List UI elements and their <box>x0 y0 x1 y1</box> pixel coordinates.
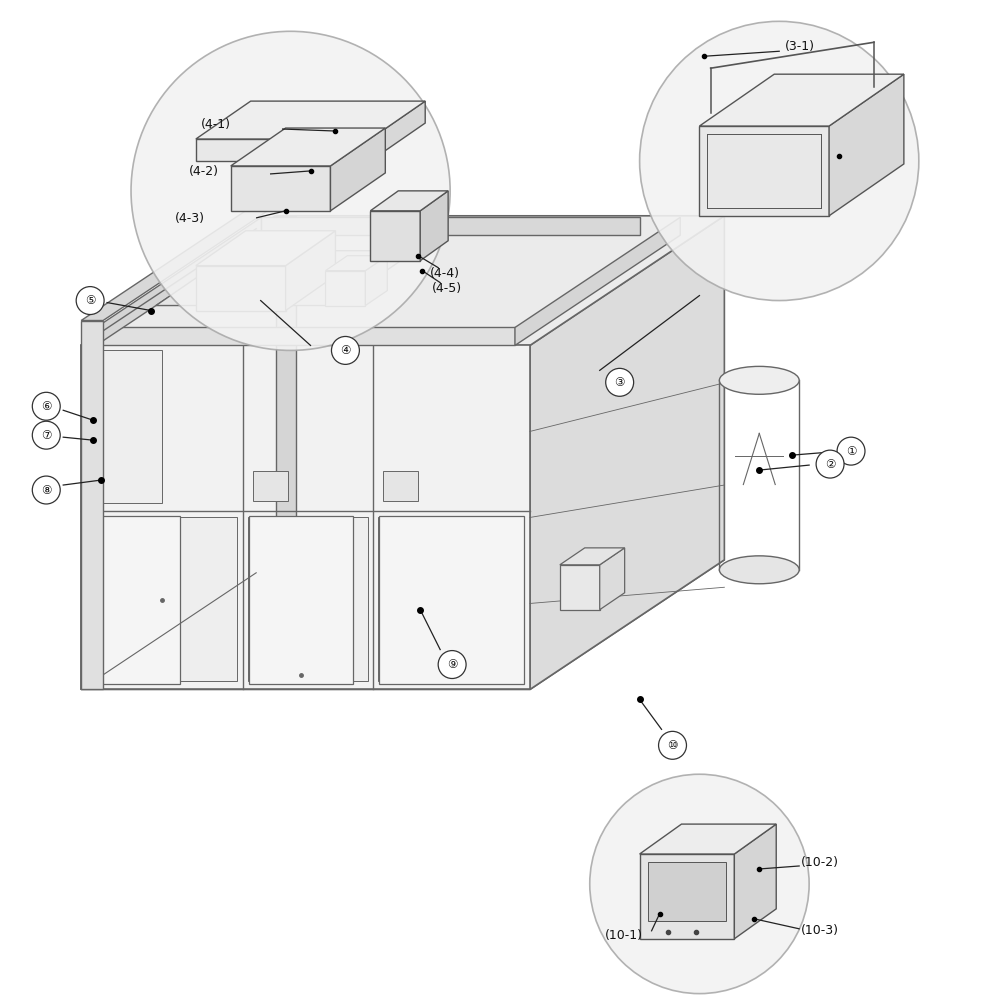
Text: ②: ② <box>825 458 835 471</box>
Text: (4-4): (4-4) <box>431 267 461 280</box>
Polygon shape <box>248 517 368 681</box>
Ellipse shape <box>719 366 799 394</box>
Polygon shape <box>699 126 829 216</box>
Text: (10-1): (10-1) <box>604 929 642 942</box>
Polygon shape <box>96 327 514 345</box>
Polygon shape <box>286 231 336 311</box>
Polygon shape <box>81 345 529 689</box>
Polygon shape <box>559 548 624 565</box>
Text: (4-5): (4-5) <box>433 282 463 295</box>
Circle shape <box>816 450 844 478</box>
Text: ⑩: ⑩ <box>667 739 677 752</box>
Circle shape <box>658 731 686 759</box>
Polygon shape <box>231 128 386 166</box>
Polygon shape <box>89 516 180 684</box>
Circle shape <box>589 774 809 994</box>
Circle shape <box>32 392 60 420</box>
Polygon shape <box>96 217 262 345</box>
Polygon shape <box>699 74 904 126</box>
Polygon shape <box>249 516 354 684</box>
Polygon shape <box>81 216 724 345</box>
Text: ①: ① <box>846 445 856 458</box>
Polygon shape <box>81 321 103 689</box>
Polygon shape <box>371 101 426 161</box>
Polygon shape <box>383 471 418 501</box>
Text: (3-1): (3-1) <box>785 40 815 53</box>
Polygon shape <box>371 191 449 211</box>
Polygon shape <box>196 101 426 139</box>
Polygon shape <box>421 191 449 261</box>
Circle shape <box>76 287 104 315</box>
Circle shape <box>332 336 360 364</box>
Text: ③: ③ <box>614 376 625 389</box>
Polygon shape <box>829 74 904 216</box>
Polygon shape <box>196 231 336 266</box>
Polygon shape <box>639 824 776 854</box>
Polygon shape <box>196 266 286 311</box>
Polygon shape <box>253 471 288 501</box>
Circle shape <box>32 476 60 504</box>
Text: (10-3): (10-3) <box>801 924 839 937</box>
Text: ⑨: ⑨ <box>447 658 458 671</box>
Text: (4-3): (4-3) <box>175 212 205 225</box>
Polygon shape <box>734 824 776 939</box>
Polygon shape <box>81 216 276 689</box>
Polygon shape <box>559 565 599 610</box>
Polygon shape <box>379 516 523 684</box>
Polygon shape <box>378 517 523 681</box>
Circle shape <box>639 21 919 301</box>
Polygon shape <box>326 256 388 271</box>
Polygon shape <box>262 217 640 235</box>
Ellipse shape <box>719 556 799 584</box>
Polygon shape <box>331 128 386 211</box>
Circle shape <box>605 368 633 396</box>
Text: ④: ④ <box>341 344 351 357</box>
Polygon shape <box>366 256 388 306</box>
Text: (4-1): (4-1) <box>201 118 231 131</box>
Circle shape <box>32 421 60 449</box>
Circle shape <box>131 31 451 350</box>
Polygon shape <box>529 216 724 689</box>
Polygon shape <box>514 217 680 345</box>
Polygon shape <box>156 251 416 306</box>
Polygon shape <box>89 517 237 681</box>
Polygon shape <box>81 204 278 321</box>
Polygon shape <box>231 166 331 211</box>
Polygon shape <box>196 139 371 161</box>
Text: ⑦: ⑦ <box>41 429 52 442</box>
Polygon shape <box>639 854 734 939</box>
Text: ⑤: ⑤ <box>85 294 95 307</box>
Text: (4-2): (4-2) <box>189 165 219 178</box>
Polygon shape <box>81 560 724 689</box>
Text: (10-2): (10-2) <box>801 856 839 869</box>
Polygon shape <box>371 211 421 261</box>
Polygon shape <box>599 548 624 610</box>
Circle shape <box>439 651 467 679</box>
Text: ⑥: ⑥ <box>41 400 52 413</box>
Polygon shape <box>326 271 366 306</box>
Text: ⑧: ⑧ <box>41 484 52 497</box>
Circle shape <box>837 437 865 465</box>
Polygon shape <box>276 216 296 560</box>
Polygon shape <box>647 862 726 921</box>
Polygon shape <box>89 350 162 503</box>
